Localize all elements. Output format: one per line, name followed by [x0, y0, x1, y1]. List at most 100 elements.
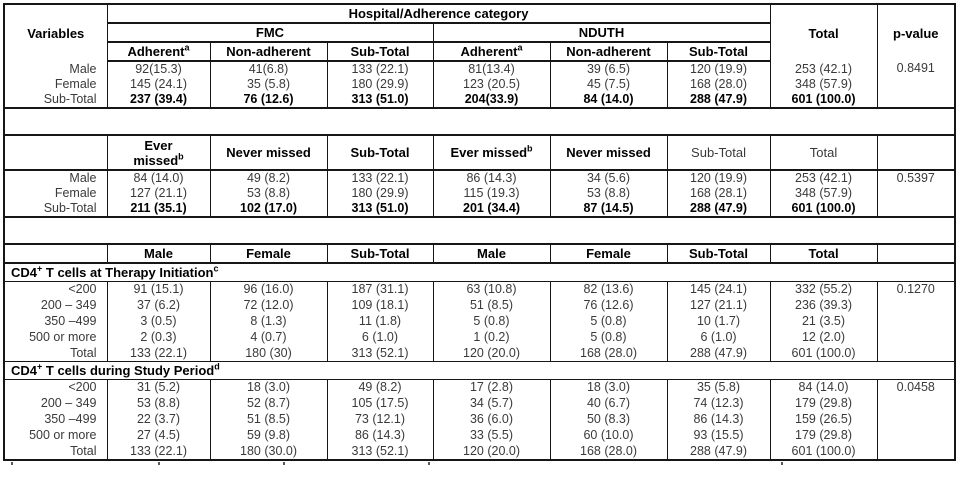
- table-row: Sub-Total 237 (39.4) 76 (12.6) 313 (51.0) 20…: [3, 92, 955, 108]
- data-cell: 5 (0.8): [549, 329, 668, 346]
- footnote-marker-b: b: [527, 143, 533, 154]
- data-cell: 72 (12.0): [209, 297, 328, 314]
- data-cell: 313 (51.0): [326, 201, 434, 217]
- data-cell: 168 (28.0): [549, 443, 668, 460]
- header-row-category: Variables Hospital/Adherence category To…: [3, 4, 956, 61]
- col-header-nonadherent-nduth: Non-adherent: [549, 42, 668, 62]
- data-cell: 96 (16.0): [209, 281, 328, 298]
- data-cell: 41(6.8): [209, 61, 328, 77]
- data-cell: 35 (5.8): [209, 77, 328, 92]
- table-row: Male 92(15.3) 41(6.8) 133 (22.1) 81(13.4) 39 …: [3, 61, 956, 108]
- data-cell: 49 (8.2): [209, 170, 328, 186]
- table-row: Total 133 (22.1) 180 (30) 313 (52.1) 120 (20…: [3, 345, 955, 362]
- footnote-marker-a: a: [517, 42, 523, 53]
- data-cell: 33 (5.5): [432, 427, 551, 444]
- data-cell: 49 (8.2): [326, 379, 434, 396]
- gender-columns-header-row: Male Female Sub-Total Male Female Sub-To…: [3, 244, 956, 264]
- cd4-study-period-title: CD4+ T cells during Study Periodd: [4, 360, 956, 380]
- cd4-study-period-title-row: CD4+ T cells during Study Periodd: [4, 360, 956, 380]
- data-cell: 53 (8.8): [209, 186, 328, 201]
- data-cell: 204(33.9): [432, 92, 551, 108]
- p-value-cell: 0.1270: [876, 281, 956, 362]
- table-row: Total 133 (22.1) 180 (30.0) 313 (52.1) 120 (…: [3, 443, 955, 460]
- cd4-initiation-rows: <200 91 (15.1) 96 (16.0) 187 (31.1) 63 (10.8…: [3, 281, 956, 362]
- row-label: Sub-Total: [3, 92, 108, 108]
- data-cell: 18 (3.0): [549, 379, 668, 396]
- data-cell: 133 (22.1): [326, 61, 434, 77]
- category-header: Hospital/Adherence category: [106, 4, 771, 24]
- header-row-hospital: FMC NDUTH: [4, 23, 955, 43]
- data-cell: 102 (17.0): [209, 201, 328, 217]
- p-value-cell: 0.8491: [876, 61, 956, 108]
- row-label: Female: [3, 186, 108, 201]
- empty-cell: [3, 135, 108, 171]
- data-cell: 133 (22.1): [106, 345, 211, 362]
- data-cell: 82 (13.6): [549, 281, 668, 298]
- table-row: <200 31 (5.2) 18 (3.0) 49 (8.2) 17 (2.8) 18 (…: [3, 379, 956, 460]
- data-cell: 31 (5.2): [106, 379, 211, 396]
- data-cell: 168 (28.0): [549, 345, 668, 362]
- data-cell: 168 (28.0): [666, 77, 771, 92]
- superscript-plus: +: [37, 263, 43, 274]
- data-cell: 2 (0.3): [106, 329, 211, 346]
- empty-cell: [3, 244, 108, 264]
- footnote-cutoff: [3, 461, 954, 465]
- data-cell: 253 (42.1): [769, 61, 878, 77]
- missed-doses-header-row: Ever missedb Never missed Sub-Total Ever…: [3, 135, 956, 171]
- data-cell: 348 (57.9): [769, 77, 878, 92]
- data-cell: 37 (6.2): [106, 297, 211, 314]
- data-cell: 288 (47.9): [666, 92, 771, 108]
- row-label: <200: [3, 379, 108, 396]
- p-value-cell: 0.5397: [876, 170, 956, 217]
- data-cell: 179 (29.8): [769, 427, 878, 444]
- section-gap: [4, 216, 956, 245]
- data-cell: 91 (15.1): [106, 281, 211, 298]
- data-cell: 45 (7.5): [549, 77, 668, 92]
- data-cell: 601 (100.0): [769, 345, 878, 362]
- data-cell: 601 (100.0): [769, 92, 878, 108]
- data-cell: 313 (52.1): [326, 345, 434, 362]
- data-cell: 53 (8.8): [549, 186, 668, 201]
- row-label: Sub-Total: [3, 201, 108, 217]
- row-label: 350 –499: [3, 313, 108, 330]
- data-cell: 313 (52.1): [326, 443, 434, 460]
- data-cell: 86 (14.3): [326, 427, 434, 444]
- data-cell: 21 (3.5): [769, 313, 878, 330]
- data-cell: 84 (14.0): [549, 92, 668, 108]
- data-cell: 145 (24.1): [666, 281, 771, 298]
- col-header-nonadherent-fmc: Non-adherent: [209, 42, 328, 62]
- data-cell: 201 (34.4): [432, 201, 551, 217]
- footnote-marker-c: c: [213, 263, 219, 274]
- data-cell: 187 (31.1): [326, 281, 434, 298]
- footnote-marker-a: a: [184, 42, 190, 53]
- data-cell: 109 (18.1): [326, 297, 434, 314]
- empty-cell: [876, 135, 956, 171]
- row-label: 200 – 349: [3, 395, 108, 412]
- data-cell: 6 (1.0): [326, 329, 434, 346]
- data-cell: 40 (6.7): [549, 395, 668, 412]
- data-cell: 8 (1.3): [209, 313, 328, 330]
- col-header-subtotal-nduth: Sub-Total: [666, 244, 771, 264]
- superscript-plus: +: [37, 361, 43, 372]
- data-cell: 34 (5.6): [549, 170, 668, 186]
- data-cell: 84 (14.0): [106, 170, 211, 186]
- data-cell: 180 (30): [209, 345, 328, 362]
- col-header-female-fmc: Female: [209, 244, 328, 264]
- hospital-adherence-table: Variables Hospital/Adherence category To…: [3, 3, 957, 461]
- data-cell: 253 (42.1): [769, 170, 878, 186]
- data-cell: 145 (24.1): [106, 77, 211, 92]
- data-cell: 288 (47.9): [666, 443, 771, 460]
- col-header-ever-missed-fmc: Ever missedb: [106, 135, 211, 171]
- data-cell: 76 (12.6): [209, 92, 328, 108]
- section-gap: [4, 107, 956, 136]
- data-cell: 11 (1.8): [326, 313, 434, 330]
- data-cell: 27 (4.5): [106, 427, 211, 444]
- data-cell: 52 (8.7): [209, 395, 328, 412]
- table-row: 350 –499 3 (0.5) 8 (1.3) 11 (1.8) 5 (0.8) 5 (…: [3, 313, 955, 330]
- gap-cell: [4, 107, 956, 136]
- data-cell: 59 (9.8): [209, 427, 328, 444]
- p-value-cell: 0.0458: [876, 379, 956, 460]
- table-row: Male 84 (14.0) 49 (8.2) 133 (22.1) 86 (14.3)…: [3, 170, 956, 217]
- data-cell: 313 (51.0): [326, 92, 434, 108]
- data-cell: 133 (22.1): [106, 443, 211, 460]
